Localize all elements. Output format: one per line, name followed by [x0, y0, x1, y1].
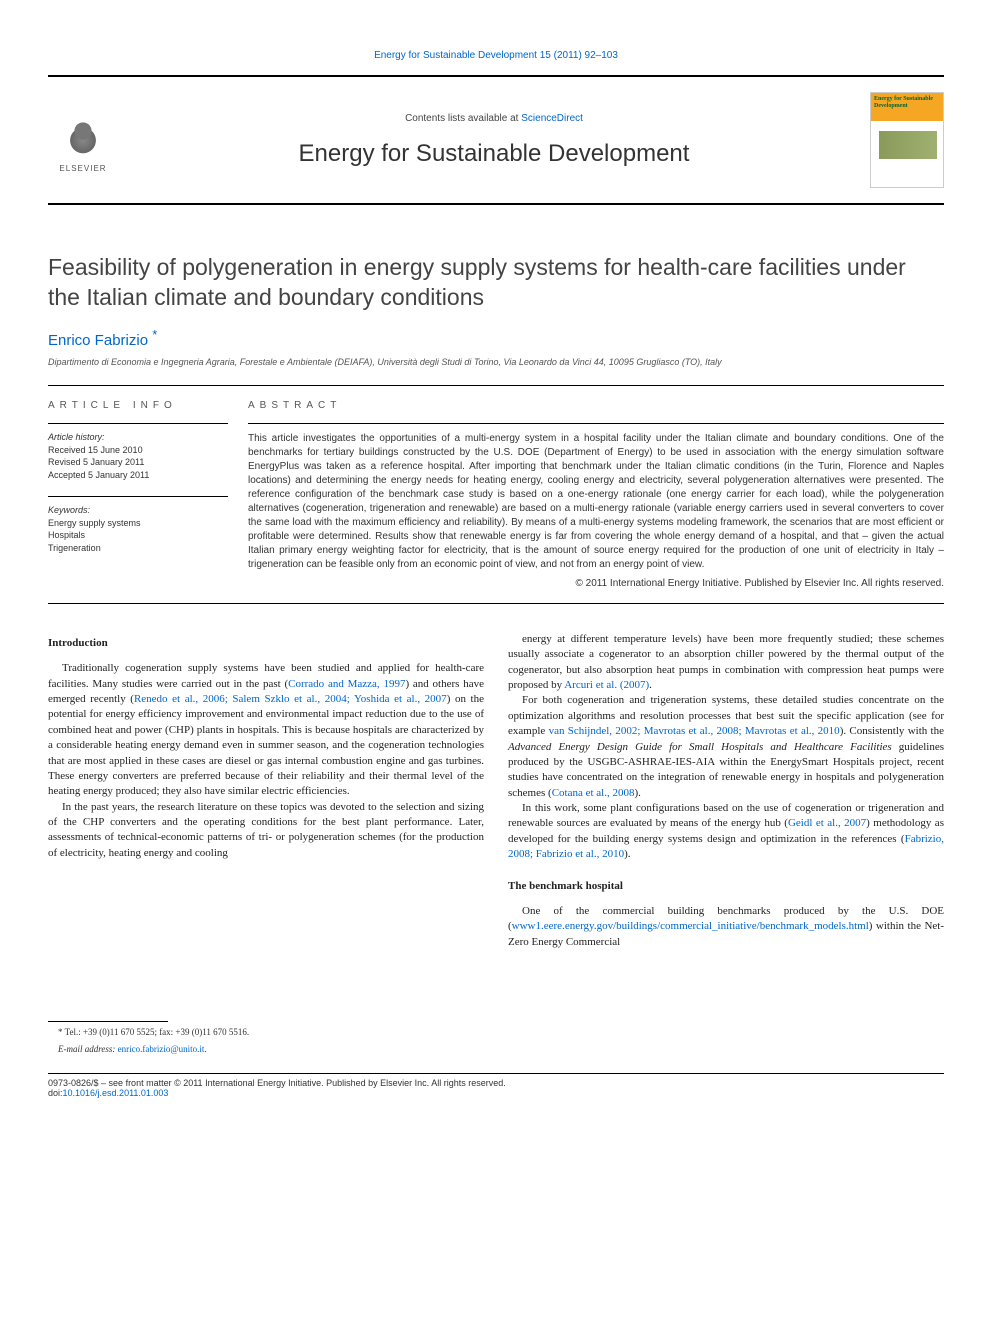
keyword-0: Energy supply systems: [48, 517, 228, 530]
contents-available-line: Contents lists available at ScienceDirec…: [118, 113, 870, 124]
intro-p1-c: ) on the potential for energy efficiency…: [48, 693, 484, 797]
col2-p3-c: ).: [624, 848, 630, 860]
author-name-link[interactable]: Enrico Fabrizio: [48, 332, 148, 349]
elsevier-tree-icon: [56, 108, 110, 162]
footer-copyright-line: 0973-0826/$ – see front matter © 2011 In…: [48, 1078, 944, 1088]
body-two-column: Introduction Traditionally cogeneration …: [48, 632, 944, 1056]
journal-cover-thumb: Energy for Sustainable Development: [870, 92, 944, 188]
history-label: Article history:: [48, 432, 228, 442]
divider-top: [48, 385, 944, 386]
cover-thumb-image: [879, 131, 937, 159]
publisher-logo: ELSEVIER: [48, 100, 118, 180]
abstract-divider: [248, 423, 944, 424]
col2-p2-d: ).: [634, 787, 640, 799]
footnote-email-label: E-mail address:: [58, 1044, 115, 1054]
info-divider-1: [48, 423, 228, 424]
journal-title: Energy for Sustainable Development: [118, 140, 870, 168]
ref-corrado-1997[interactable]: Corrado and Mazza, 1997: [288, 678, 405, 690]
abstract-copyright: © 2011 International Energy Initiative. …: [248, 578, 944, 589]
cover-thumb-title: Energy for Sustainable Development: [874, 96, 940, 109]
ref-arcuri-2007[interactable]: Arcuri et al. (2007): [564, 679, 649, 691]
intro-paragraph-2: In the past years, the research literatu…: [48, 800, 484, 862]
divider-below-abstract: [48, 603, 944, 604]
doi-prefix: doi:: [48, 1088, 63, 1098]
ref-vanschijndel-2002[interactable]: van Schijndel, 2002; Mavrotas et al., 20…: [549, 725, 840, 737]
col2-p2-ital: Advanced Energy Design Guide for Small H…: [508, 741, 892, 753]
info-abstract-row: article info Article history: Received 1…: [48, 400, 944, 589]
intro-paragraph-1: Traditionally cogeneration supply system…: [48, 661, 484, 800]
keyword-1: Hospitals: [48, 529, 228, 542]
keyword-2: Trigeneration: [48, 542, 228, 555]
article-info-heading: article info: [48, 400, 228, 411]
col2-paragraph-2: For both cogeneration and trigeneration …: [508, 693, 944, 801]
ref-renedo-2006[interactable]: Renedo et al., 2006; Salem Szklo et al.,…: [134, 693, 447, 705]
citation-line: Energy for Sustainable Development 15 (2…: [48, 50, 944, 61]
col2-paragraph-3: In this work, some plant configurations …: [508, 801, 944, 863]
corresponding-star-icon: *: [152, 327, 157, 342]
abstract-text: This article investigates the opportunit…: [248, 432, 944, 572]
article-title: Feasibility of polygeneration in energy …: [48, 253, 944, 313]
info-divider-2: [48, 496, 228, 497]
footnote-email-link[interactable]: enrico.fabrizio@unito.it: [118, 1044, 205, 1054]
ref-geidl-2007[interactable]: Geidl et al., 2007: [788, 817, 866, 829]
intro-heading: Introduction: [48, 636, 484, 651]
doe-benchmark-url[interactable]: www1.eere.energy.gov/buildings/commercia…: [512, 920, 869, 932]
header-center: Contents lists available at ScienceDirec…: [118, 113, 870, 168]
footnote-tel-label: * Tel.:: [58, 1027, 83, 1037]
contents-prefix: Contents lists available at: [405, 113, 521, 124]
benchmark-paragraph-1: One of the commercial building benchmark…: [508, 904, 944, 950]
footnote-email-line: E-mail address: enrico.fabrizio@unito.it…: [48, 1043, 484, 1056]
citation-link[interactable]: Energy for Sustainable Development 15 (2…: [374, 50, 618, 61]
col2-paragraph-1: energy at different temperature levels) …: [508, 632, 944, 694]
doi-link[interactable]: 10.1016/j.esd.2011.01.003: [63, 1088, 169, 1098]
page-footer: 0973-0826/$ – see front matter © 2011 In…: [48, 1073, 944, 1098]
footnote-block: * Tel.: +39 (0)11 670 5525; fax: +39 (0)…: [48, 1021, 484, 1055]
history-line-1: Revised 5 January 2011: [48, 456, 228, 469]
col2-p2-b: ). Consistently with the: [840, 725, 944, 737]
page-root: Energy for Sustainable Development 15 (2…: [0, 0, 992, 1138]
abstract-column: abstract This article investigates the o…: [248, 400, 944, 589]
history-line-2: Accepted 5 January 2011: [48, 469, 228, 482]
abstract-heading: abstract: [248, 400, 944, 411]
footnote-tel: * Tel.: +39 (0)11 670 5525; fax: +39 (0)…: [48, 1026, 484, 1039]
history-line-0: Received 15 June 2010: [48, 444, 228, 457]
journal-header: ELSEVIER Contents lists available at Sci…: [48, 75, 944, 205]
col2-p1-b: .: [649, 679, 652, 691]
keywords-label: Keywords:: [48, 505, 228, 515]
footnote-period: .: [204, 1044, 206, 1054]
author-line: Enrico Fabrizio *: [48, 327, 944, 349]
benchmark-heading: The benchmark hospital: [508, 879, 944, 894]
affiliation: Dipartimento di Economia e Ingegneria Ag…: [48, 357, 944, 367]
sciencedirect-link[interactable]: ScienceDirect: [521, 113, 583, 124]
ref-cotana-2008[interactable]: Cotana et al., 2008: [552, 787, 635, 799]
article-info-column: article info Article history: Received 1…: [48, 400, 248, 589]
footnote-tel-value: +39 (0)11 670 5525; fax: +39 (0)11 670 5…: [83, 1027, 249, 1037]
publisher-name: ELSEVIER: [59, 164, 106, 173]
footer-doi-line: doi:10.1016/j.esd.2011.01.003: [48, 1088, 944, 1098]
